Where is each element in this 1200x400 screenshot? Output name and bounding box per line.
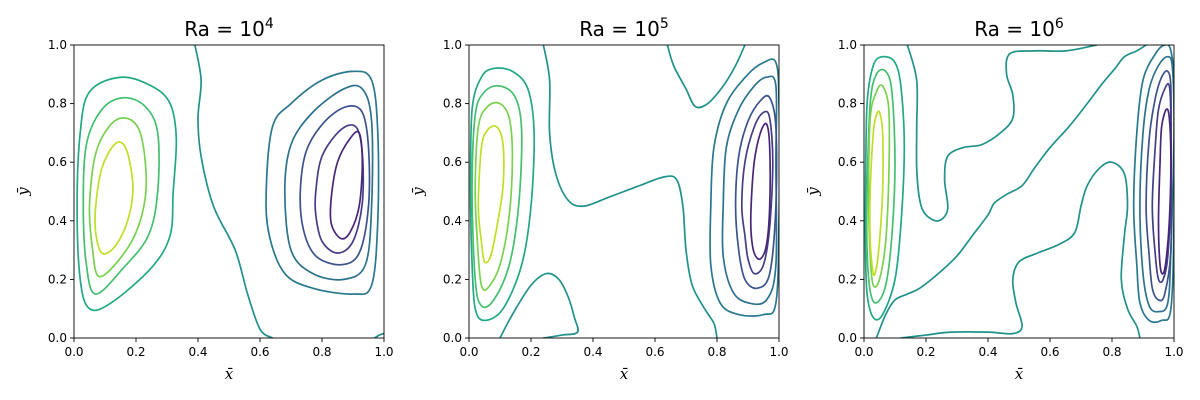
contour-line-8: [283, 84, 374, 281]
y-axis-label: ȳ: [14, 187, 32, 197]
contour-line-7: [477, 125, 505, 264]
x-axis-label: x̄: [225, 365, 234, 383]
contour-line-12: [749, 122, 771, 261]
contour-line-11: [329, 130, 364, 240]
contour-lines: [76, 45, 384, 338]
contour-line-2: [373, 332, 384, 338]
contour-line-3: [900, 161, 1141, 338]
contour-line-9: [299, 105, 371, 266]
contour-line-7: [868, 110, 884, 277]
y-tick-label: 1.0: [838, 38, 857, 52]
x-axis-label: x̄: [620, 365, 629, 383]
contour-line-8: [1132, 45, 1174, 324]
x-tick-label: 0.2: [521, 345, 540, 359]
y-tick-label: 0.0: [443, 331, 462, 345]
contour-line-7: [265, 70, 380, 296]
contour-line-5: [88, 117, 148, 278]
x-tick-label: 0.2: [916, 345, 935, 359]
contour-line-11: [740, 110, 774, 275]
contour-line-4: [82, 96, 160, 295]
contour-line-9: [721, 75, 778, 306]
y-tick-label: 0.4: [48, 214, 67, 228]
contour-line-4: [469, 67, 536, 322]
y-axis-label: ȳ: [804, 187, 822, 197]
y-tick-label: 0.2: [48, 272, 67, 286]
y-tick-label: 1.0: [48, 38, 67, 52]
x-axis-label: x̄: [1015, 365, 1024, 383]
contour-line-8: [709, 58, 779, 317]
contour-line-2: [666, 45, 746, 109]
x-tick-label: 0.0: [64, 345, 83, 359]
contour-line-6: [94, 141, 134, 255]
x-tick-label: 1.0: [769, 345, 788, 359]
y-axis-label: ȳ: [409, 187, 427, 197]
panel-2: 0.0 0.2 0.4 0.6 0.8 1.0 0.0 0.2 0.4 0.6 0.8 1.0 x̄ ȳ R…: [409, 16, 789, 383]
y-tick-label: 0.4: [443, 214, 462, 228]
contour-line-2: [875, 45, 1147, 338]
contour-line-4: [864, 55, 906, 321]
contour-line-3: [76, 76, 178, 312]
x-tick-label: 0.0: [854, 345, 873, 359]
y-tick-label: 0.6: [48, 155, 67, 169]
y-tick-label: 0.8: [838, 97, 857, 111]
contour-line-6: [474, 101, 514, 292]
panel-title: Ra = 105: [579, 16, 669, 41]
x-tick-label: 0.8: [312, 345, 331, 359]
contour-lines: [864, 45, 1174, 338]
y-tick-label: 0.2: [838, 272, 857, 286]
axes-frame: [863, 44, 1175, 339]
contour-line-5: [865, 68, 896, 304]
y-tick-label: 0.8: [48, 97, 67, 111]
x-tick-label: 0.4: [188, 345, 207, 359]
panel-title: Ra = 106: [974, 16, 1064, 41]
contour-line-6: [867, 84, 891, 288]
contour-line-1: [194, 45, 274, 338]
y-tick-label: 0.0: [48, 331, 67, 345]
contour-line-1: [906, 45, 1098, 222]
x-tick-label: 0.0: [459, 345, 478, 359]
contour-line-3: [499, 272, 579, 338]
x-tick-label: 1.0: [374, 345, 393, 359]
x-tick-label: 0.8: [1102, 345, 1121, 359]
panel-title: Ra = 104: [184, 16, 274, 41]
y-tick-label: 0.2: [443, 272, 462, 286]
x-tick-label: 0.4: [978, 345, 997, 359]
x-tick-label: 0.6: [250, 345, 269, 359]
contour-line-1: [542, 45, 718, 338]
y-tick-label: 0.6: [838, 155, 857, 169]
y-tick-label: 0.6: [443, 155, 462, 169]
x-tick-label: 0.6: [645, 345, 664, 359]
panel-3: 0.0 0.2 0.4 0.6 0.8 1.0 0.0 0.2 0.4 0.6 0.8 1.0 x̄ ȳ R…: [804, 16, 1184, 383]
x-tick-label: 0.6: [1040, 345, 1059, 359]
contour-line-12: [1157, 108, 1172, 275]
contour-line-10: [314, 124, 365, 254]
contour-line-5: [471, 84, 523, 309]
panel-1: 0.0 0.2 0.4 0.6 0.8 1.0 0.0 0.2 0.4 0.6 0.8 1.0 x̄ ȳ R…: [14, 16, 394, 383]
y-tick-label: 0.0: [838, 331, 857, 345]
x-tick-label: 0.8: [707, 345, 726, 359]
y-tick-label: 0.8: [443, 97, 462, 111]
x-tick-label: 0.4: [583, 345, 602, 359]
contour-lines: [469, 45, 779, 338]
contour-line-10: [734, 94, 778, 290]
x-tick-label: 0.2: [126, 345, 145, 359]
y-tick-label: 1.0: [443, 38, 462, 52]
x-tick-label: 1.0: [1164, 345, 1183, 359]
axes-frame: [73, 44, 385, 339]
axes-frame: [468, 44, 780, 339]
y-tick-label: 0.4: [838, 214, 857, 228]
